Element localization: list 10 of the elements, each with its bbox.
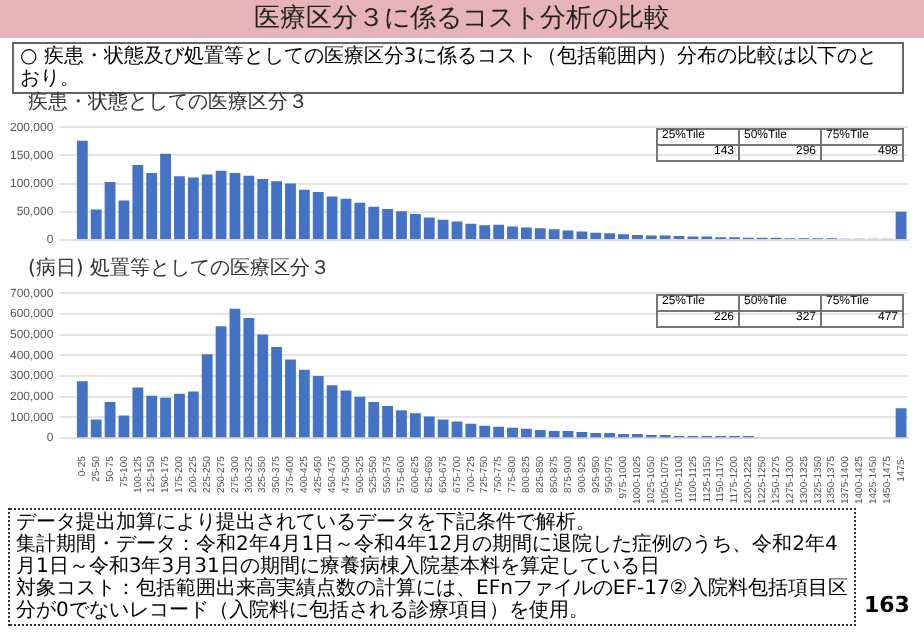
text: データ提出加算により提出されているデータを下記条件で解析。 [16, 512, 598, 534]
text: 集計期間・データ：令和2年4月1日～令和4年12月の期間に退院した症例のうち、令和2年4月1日～令和3年3月31日の期間に療養病棟入院基本料を算定している日 [16, 534, 840, 578]
text: 対象コスト：包括範囲出来高実績点数の計算には、EFnファイルのEF-17②入院料包括項目区分が0でないレコード（入院料に包括される診療項目）を使用。 [16, 578, 848, 622]
text: ○ 疾患・状態及び処置等としての医療区分3に係るコスト（包括範囲内）分布の比較は以下のとおり。 [12, 42, 904, 94]
chart-title: 疾患・状態としての医療区分３ [28, 92, 308, 114]
bar [895, 211, 907, 239]
text: 医療区分３に係るコスト分析の比較 [0, 0, 924, 38]
text: (病日) 処置等としての医療区分３ [28, 258, 330, 280]
bar [895, 408, 907, 438]
text: 163 [864, 592, 910, 618]
